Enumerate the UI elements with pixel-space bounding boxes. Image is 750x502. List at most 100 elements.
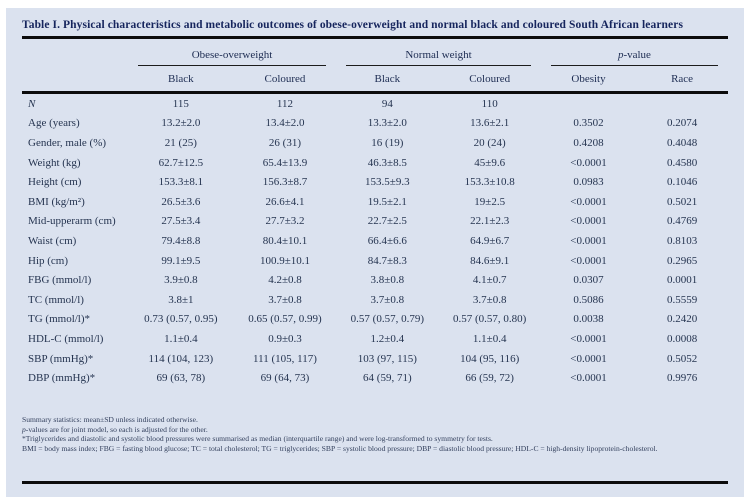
- cell: 45±9.6: [474, 156, 506, 169]
- table-row-hip: Hip (cm) 99.1±9.5 100.9±10.1 84.7±8.3 84…: [22, 251, 728, 271]
- footnote-pvalues-italic: p: [22, 424, 26, 434]
- footnote-asterisk: *Triglycerides and diastolic and systoli…: [22, 434, 493, 444]
- cell: 0.4580: [666, 156, 698, 169]
- cell: 4.2±0.8: [268, 274, 302, 287]
- cell: 0.8103: [666, 234, 698, 247]
- column-group-pvalue: p-value: [541, 39, 728, 66]
- cell: 112: [276, 97, 293, 110]
- table-row-fbg: FBG (mmol/l) 3.9±0.8 4.2±0.8 3.8±0.8 4.1…: [22, 270, 728, 290]
- cell: 100.9±10.1: [259, 254, 310, 267]
- cell: 20 (24): [473, 136, 506, 149]
- footnote-pvalues: p-values are for joint model, so each is…: [22, 425, 728, 435]
- cell: 0.0008: [666, 332, 698, 345]
- sub-header-black-obese: Black: [127, 66, 234, 94]
- cell: [636, 93, 728, 114]
- cell: 19.5±2.1: [367, 195, 407, 208]
- cell: 65.4±13.9: [262, 156, 308, 169]
- column-group-normal: Normal weight: [336, 39, 541, 66]
- cell: 0.4769: [666, 215, 698, 228]
- cell: 66 (59, 72): [465, 372, 514, 385]
- cell: 22.7±2.5: [367, 215, 407, 228]
- cell: <0.0001: [570, 156, 607, 169]
- cell: 22.1±2.3: [470, 215, 510, 228]
- cell: 64.9±6.7: [470, 234, 510, 247]
- cell: 110: [481, 97, 498, 110]
- cell: 16 (19): [371, 136, 404, 149]
- row-label: HDL-C (mmol/l): [28, 332, 104, 345]
- cell: 3.8±1: [168, 293, 194, 306]
- cell: 103 (97, 115): [357, 352, 417, 365]
- cell: <0.0001: [570, 372, 607, 385]
- footnotes: Summary statistics: mean±SD unless indic…: [22, 415, 728, 453]
- table-row-weight: Weight (kg) 62.7±12.5 65.4±13.9 46.3±8.5…: [22, 153, 728, 173]
- cell: 84.6±9.1: [470, 254, 510, 267]
- footnote-abbreviations: BMI = body mass index; FBG = fasting blo…: [22, 443, 658, 453]
- table-row-tg: TG (mmol/l)* 0.73 (0.57, 0.95) 0.65 (0.5…: [22, 310, 728, 330]
- row-label: DBP (mmHg)*: [28, 372, 96, 385]
- cell: <0.0001: [570, 254, 607, 267]
- table-row-dbp: DBP (mmHg)* 69 (63, 78) 69 (64, 73) 64 (…: [22, 368, 728, 388]
- cell: <0.0001: [570, 195, 607, 208]
- row-label: N: [28, 97, 36, 110]
- sub-header-spacer: [22, 66, 128, 94]
- column-group-spacer: [22, 39, 128, 66]
- cell: 153.3±8.1: [158, 176, 204, 189]
- cell: 0.1046: [666, 176, 698, 189]
- pvalue-italic-p: p: [617, 49, 624, 61]
- cell: 111 (105, 117): [253, 352, 317, 365]
- cell: 21 (25): [164, 136, 197, 149]
- column-group-obese: Obese-overweight: [128, 39, 336, 66]
- cell: 0.65 (0.57, 0.99): [248, 313, 322, 326]
- row-label: Height (cm): [28, 176, 82, 189]
- row-label: BMI (kg/m²): [28, 195, 85, 208]
- cell: 84.7±8.3: [367, 254, 407, 267]
- divider-top: [22, 36, 728, 39]
- cell: 0.73 (0.57, 0.95): [144, 313, 218, 326]
- cell: 1.2±0.4: [370, 332, 405, 345]
- column-group-label: Normal weight: [346, 49, 531, 66]
- cell: 0.2420: [666, 313, 698, 326]
- cell: 94: [381, 97, 393, 110]
- cell: 26.6±4.1: [265, 195, 305, 208]
- cell: 3.7±0.8: [268, 293, 302, 306]
- cell: 0.4208: [573, 136, 604, 149]
- cell: 0.9±0.3: [268, 332, 302, 345]
- sub-header-coloured-normal: Coloured: [438, 66, 541, 94]
- table-row-waist: Waist (cm) 79.4±8.8 80.4±10.1 66.4±6.6 6…: [22, 231, 728, 251]
- cell: 13.6±2.1: [470, 117, 510, 130]
- cell: 46.3±8.5: [367, 156, 407, 169]
- cell: 3.7±0.8: [370, 293, 405, 306]
- cell: 0.5052: [666, 352, 698, 365]
- row-label: Gender, male (%): [28, 136, 107, 149]
- cell: 62.7±12.5: [158, 156, 204, 169]
- sub-header-coloured-obese: Coloured: [233, 66, 337, 94]
- cell: 66.4±6.6: [367, 234, 407, 247]
- cell: 13.4±2.0: [265, 117, 305, 130]
- table-row-gender: Gender, male (%) 21 (25) 26 (31) 16 (19)…: [22, 133, 728, 153]
- data-table: Obese-overweight Normal weight p-value B…: [22, 39, 728, 388]
- table-row-midupperarm: Mid-upperarm (cm) 27.5±3.4 27.7±3.2 22.7…: [22, 212, 728, 232]
- table-panel: Table I. Physical characteristics and me…: [6, 8, 744, 497]
- cell: 26.5±3.6: [161, 195, 201, 208]
- cell: 115: [172, 97, 189, 110]
- cell: 114 (104, 123): [148, 352, 214, 365]
- cell: 0.5086: [573, 293, 604, 306]
- cell: 0.5559: [666, 293, 698, 306]
- cell: 3.8±0.8: [370, 274, 405, 287]
- cell: 0.3502: [573, 117, 604, 130]
- cell: 0.0001: [666, 274, 698, 287]
- row-label: FBG (mmol/l): [28, 274, 92, 287]
- cell: 0.9976: [666, 372, 698, 385]
- table-row-hdlc: HDL-C (mmol/l) 1.1±0.4 0.9±0.3 1.2±0.4 1…: [22, 329, 728, 349]
- column-group-label: p-value: [550, 49, 718, 66]
- table-row-tc: TC (mmol/l) 3.8±1 3.7±0.8 3.7±0.8 3.7±0.…: [22, 290, 728, 310]
- cell: 104 (95, 116): [460, 352, 520, 365]
- cell: <0.0001: [570, 332, 607, 345]
- cell: 1.1±0.4: [164, 332, 198, 345]
- cell: 99.1±9.5: [161, 254, 201, 267]
- row-label: Mid-upperarm (cm): [28, 215, 116, 228]
- divider-bottom: [22, 481, 728, 484]
- cell: 19±2.5: [474, 195, 506, 208]
- row-label: Hip (cm): [28, 254, 69, 267]
- cell: 69 (63, 78): [156, 372, 206, 385]
